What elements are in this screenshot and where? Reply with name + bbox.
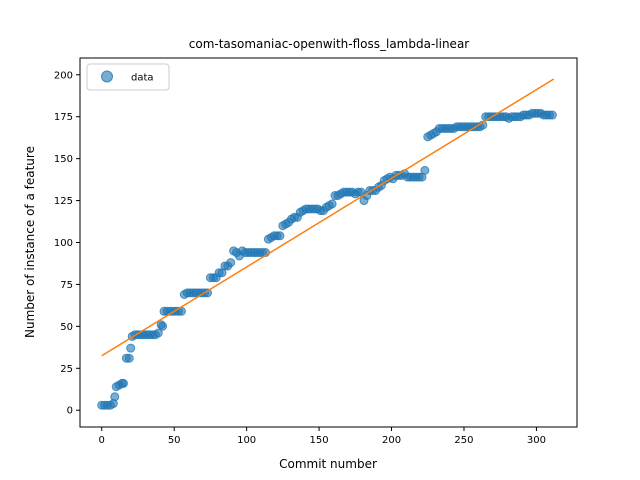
data-point [110,392,120,402]
data-point [327,199,337,209]
y-tick-label: 175 [54,112,73,123]
x-tick-label: 200 [382,435,401,446]
data-point [124,353,134,363]
legend: data [86,63,170,91]
y-tick-label: 75 [60,280,73,291]
y-tick-label: 25 [60,364,73,375]
data-point [547,110,557,120]
y-tick-label: 100 [54,238,73,249]
x-tick-label: 250 [454,435,473,446]
data-point [226,258,236,268]
x-tick-label: 0 [99,435,105,446]
x-tick-label: 50 [168,435,181,446]
x-tick-label: 100 [237,435,256,446]
data-point [118,378,128,388]
y-tick-label: 200 [54,70,73,81]
y-axis-label: Number of instance of a feature [23,146,37,338]
y-tick-label: 0 [67,406,73,417]
y-tick-label: 125 [54,196,73,207]
x-axis-label: Commit number [279,457,377,471]
chart-title: com-tasomaniac-openwith-floss_lambda-lin… [189,37,470,51]
x-axis: 0 50 100 150 200 250 300 [99,427,546,446]
fit-line [101,78,555,357]
legend-marker-data [101,70,113,83]
x-tick-label: 300 [527,435,546,446]
y-tick-label: 150 [54,154,73,165]
data-point [126,343,136,353]
y-axis: 0 25 50 75 100 125 150 175 200 [54,70,80,417]
x-tick-label: 150 [310,435,329,446]
y-tick-label: 50 [60,322,73,333]
plot-area [97,78,557,410]
data-point [153,328,163,338]
legend-box [86,63,170,91]
legend-label-data: data [131,73,154,84]
data-point [158,321,168,331]
data-point [275,231,285,241]
data-point [420,165,430,175]
